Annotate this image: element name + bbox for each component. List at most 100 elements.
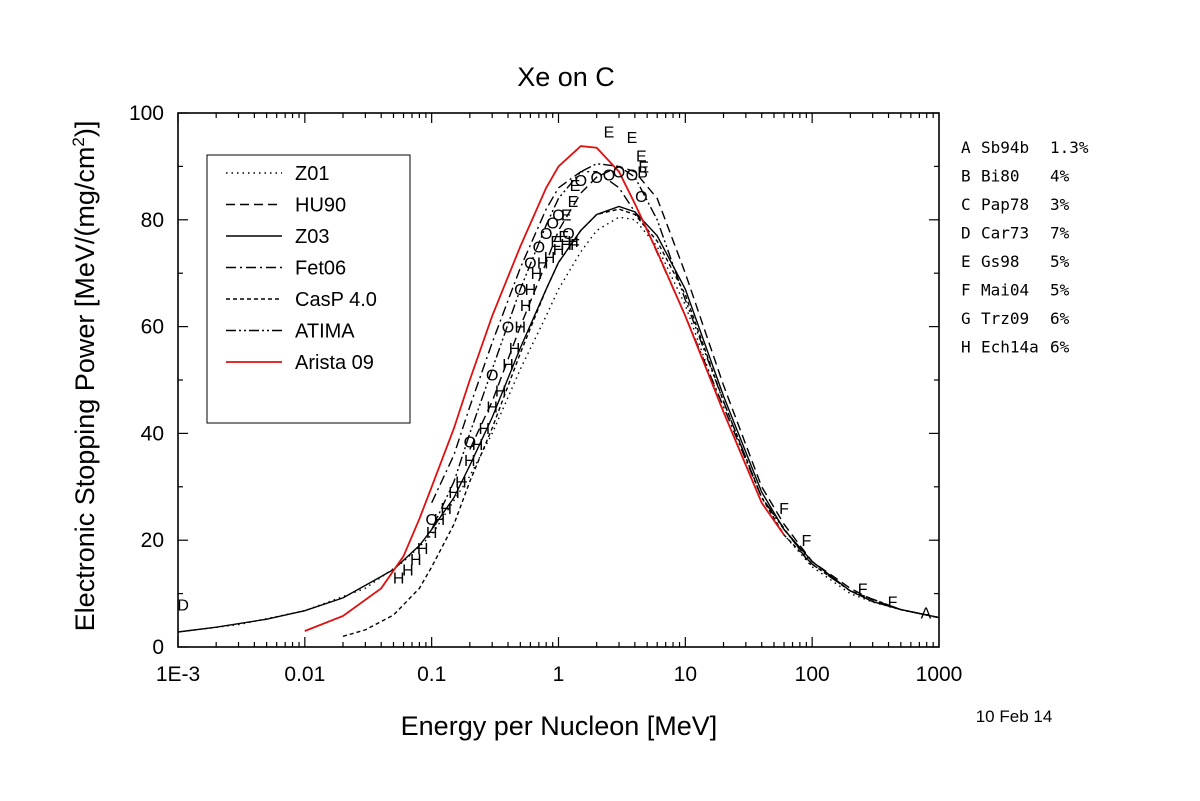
reference-name: Ech14a — [981, 338, 1039, 357]
reference-name: Mai04 — [981, 281, 1029, 300]
data-marker-h: H — [553, 242, 565, 259]
reference-item: G Trz09 6% — [961, 309, 1070, 328]
y-axis-label: Electronic Stopping Power [MeV/(mg/cm2)] — [69, 121, 100, 632]
legend-label-casp-4-0: CasP 4.0 — [295, 289, 377, 311]
data-marker-g: O — [590, 170, 602, 187]
data-marker-g: O — [540, 226, 552, 243]
legend-label-z01: Z01 — [295, 163, 329, 185]
reference-name: Sb94b — [981, 138, 1029, 157]
data-marker-g: O — [562, 226, 574, 243]
data-marker-g: O — [613, 165, 625, 182]
data-marker-f: F — [888, 595, 898, 612]
chart-title: Xe on C — [517, 62, 615, 92]
reference-error: 4% — [1050, 167, 1070, 186]
date-stamp: 10 Feb 14 — [976, 707, 1053, 726]
data-marker-g: O — [635, 189, 647, 206]
x-axis-label: Energy per Nucleon [MeV] — [401, 711, 718, 741]
curve-fet06 — [431, 171, 813, 568]
curve-atima — [431, 162, 940, 619]
x-tick-label: 1 — [553, 663, 565, 686]
reference-error: 6% — [1050, 309, 1070, 328]
legend-label-atima: ATIMA — [295, 321, 355, 343]
data-marker-a: A — [921, 605, 932, 622]
reference-item: H Ech14a 6% — [961, 338, 1070, 357]
data-marker-h: H — [509, 341, 521, 358]
data-marker-h: H — [544, 250, 556, 267]
curve-z03 — [177, 205, 940, 633]
x-tick-label: 10 — [674, 663, 697, 686]
data-marker-h: H — [402, 563, 414, 580]
tick-labels-group: 1E-3 0.01 0.1 1 10 100 1000 0 20 40 60 80 100 — [129, 102, 962, 686]
data-marker-h: H — [479, 421, 491, 438]
reference-error: 5% — [1050, 252, 1070, 271]
axis-ticks-group — [177, 112, 939, 648]
x-tick-label: 100 — [795, 663, 830, 686]
data-marker-g: O — [575, 173, 587, 190]
data-marker-h: H — [464, 453, 476, 470]
reference-letter: B — [961, 167, 971, 186]
reference-letter: G — [961, 309, 971, 328]
data-marker-e: E — [561, 208, 572, 225]
data-marker-h: H — [393, 571, 405, 588]
curve-casp-4-0 — [342, 208, 940, 637]
data-marker-d: D — [177, 597, 189, 614]
reference-letter: A — [961, 138, 971, 157]
y-axis-label-end: )] — [70, 121, 100, 138]
reference-error: 7% — [1050, 224, 1070, 243]
data-marker-h: H — [515, 320, 527, 337]
data-marker-f: F — [858, 581, 868, 598]
reference-item: E Gs98 5% — [961, 252, 1070, 271]
reference-list: A Sb94b 1.3% B Bi80 4% C Pap78 3% D Car73 7% E Gs98 5%… — [961, 138, 1089, 357]
data-marker-h: H — [472, 437, 484, 454]
x-tick-label: 1000 — [916, 663, 963, 686]
reference-error: 6% — [1050, 338, 1070, 357]
reference-error: 3% — [1050, 195, 1070, 214]
reference-name: Trz09 — [981, 309, 1029, 328]
x-tick-label: 0.01 — [284, 663, 325, 686]
data-marker-b: B — [637, 165, 648, 182]
data-marker-h: H — [567, 234, 579, 251]
y-tick-label: 0 — [152, 636, 164, 659]
curve-arista-09 — [304, 145, 785, 632]
y-axis-label-main: Electronic Stopping Power [MeV/(mg/cm — [70, 147, 100, 632]
reference-item: A Sb94b 1.3% — [961, 138, 1089, 157]
legend-label-z03: Z03 — [295, 226, 329, 248]
data-marker-e: E — [550, 234, 561, 251]
data-marker-f: F — [570, 237, 580, 254]
data-marker-h: H — [417, 541, 429, 558]
data-marker-g: O — [546, 216, 558, 233]
reference-letter: C — [961, 195, 971, 214]
data-marker-e: E — [638, 159, 649, 176]
data-marker-e: E — [627, 130, 638, 147]
curve-hu90 — [469, 165, 940, 619]
data-marker-g: O — [626, 167, 638, 184]
data-marker-h: H — [434, 512, 446, 529]
data-marker-h: H — [486, 400, 498, 417]
data-marker-h: H — [525, 282, 537, 299]
y-tick-label: 80 — [141, 209, 164, 232]
data-marker-h: H — [520, 298, 532, 315]
data-marker-g: O — [464, 434, 476, 451]
data-marker-h: H — [502, 357, 514, 374]
y-tick-label: 100 — [129, 102, 164, 125]
data-marker-h: H — [495, 384, 507, 401]
reference-name: Pap78 — [981, 195, 1029, 214]
reference-name: Bi80 — [981, 167, 1020, 186]
data-marker-g: O — [552, 208, 564, 225]
reference-name: Car73 — [981, 224, 1029, 243]
data-marker-g: O — [603, 167, 615, 184]
reference-letter: E — [961, 252, 971, 271]
data-marker-f: F — [802, 533, 812, 550]
legend: Z01 HU90 Z03 Fet06 CasP 4.0 ATIMA Arista 09 — [206, 154, 411, 424]
data-marker-e: E — [636, 149, 647, 166]
curves-group — [177, 145, 940, 637]
reference-item: B Bi80 4% — [961, 167, 1070, 186]
y-tick-label: 60 — [141, 316, 164, 339]
data-marker-e: E — [604, 125, 615, 142]
data-marker-f: F — [779, 501, 789, 518]
reference-letter: H — [961, 338, 971, 357]
data-marker-e: E — [558, 229, 569, 246]
legend-label-fet06: Fet06 — [295, 258, 346, 280]
